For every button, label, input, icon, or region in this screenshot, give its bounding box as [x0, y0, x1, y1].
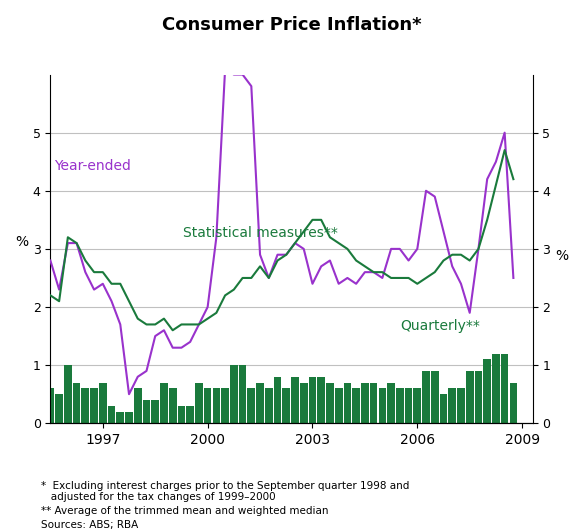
Bar — [431, 371, 438, 423]
Bar — [510, 382, 517, 423]
Bar — [230, 365, 238, 423]
Text: Sources: ABS; RBA: Sources: ABS; RBA — [41, 520, 138, 530]
Bar — [370, 382, 377, 423]
Bar — [343, 382, 351, 423]
Bar — [134, 388, 142, 423]
Y-axis label: %: % — [555, 249, 568, 263]
Bar — [440, 394, 447, 423]
Text: ** Average of the trimmed mean and weighted median: ** Average of the trimmed mean and weigh… — [41, 506, 328, 516]
Text: *  Excluding interest charges prior to the September quarter 1998 and
   adjuste: * Excluding interest charges prior to th… — [41, 481, 409, 502]
Bar — [90, 388, 98, 423]
Bar — [213, 388, 220, 423]
Bar — [326, 382, 334, 423]
Bar — [73, 382, 80, 423]
Bar — [265, 388, 273, 423]
Bar — [291, 377, 299, 423]
Bar — [238, 365, 247, 423]
Bar — [195, 382, 203, 423]
Bar — [82, 388, 89, 423]
Bar — [273, 377, 282, 423]
Bar — [169, 388, 177, 423]
Bar — [378, 388, 386, 423]
Bar — [55, 394, 63, 423]
Bar — [492, 354, 500, 423]
Bar — [222, 388, 229, 423]
Text: Consumer Price Inflation*: Consumer Price Inflation* — [161, 16, 422, 34]
Bar — [501, 354, 508, 423]
Bar — [405, 388, 412, 423]
Text: Year-ended: Year-ended — [54, 159, 131, 174]
Bar — [64, 365, 72, 423]
Text: Statistical measures**: Statistical measures** — [183, 226, 338, 240]
Text: Quarterly**: Quarterly** — [400, 319, 480, 333]
Bar — [457, 388, 465, 423]
Bar — [448, 388, 456, 423]
Bar — [466, 371, 473, 423]
Bar — [422, 371, 430, 423]
Bar — [308, 377, 317, 423]
Bar — [352, 388, 360, 423]
Bar — [483, 359, 491, 423]
Bar — [413, 388, 421, 423]
Bar — [47, 388, 54, 423]
Bar — [300, 382, 308, 423]
Bar — [117, 412, 124, 423]
Bar — [396, 388, 403, 423]
Bar — [125, 412, 133, 423]
Bar — [204, 388, 212, 423]
Bar — [361, 382, 368, 423]
Y-axis label: %: % — [15, 235, 28, 249]
Bar — [187, 406, 194, 423]
Bar — [143, 400, 150, 423]
Bar — [152, 400, 159, 423]
Bar — [256, 382, 264, 423]
Bar — [108, 406, 115, 423]
Bar — [178, 406, 185, 423]
Bar — [475, 371, 482, 423]
Bar — [317, 377, 325, 423]
Bar — [387, 382, 395, 423]
Bar — [160, 382, 168, 423]
Bar — [247, 388, 255, 423]
Bar — [282, 388, 290, 423]
Bar — [335, 388, 343, 423]
Bar — [99, 382, 107, 423]
